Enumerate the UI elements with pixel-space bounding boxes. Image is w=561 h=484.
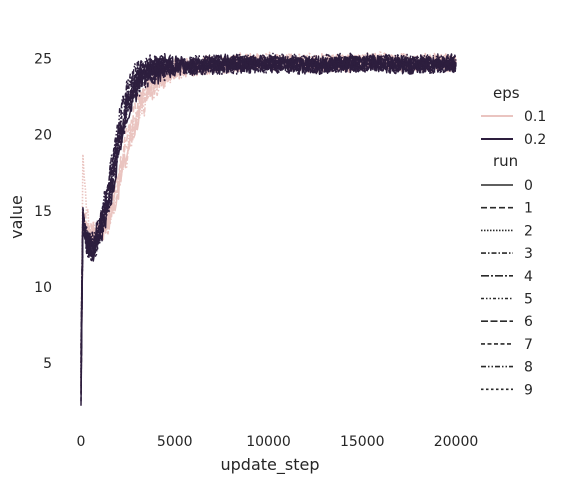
x-tick-label: 10000 <box>246 434 291 450</box>
legend-label-run-7: 7 <box>524 337 533 353</box>
legend-label-run-5: 5 <box>524 292 533 308</box>
legend-label-run-6: 6 <box>524 314 533 330</box>
legend-label-run-9: 9 <box>524 382 533 398</box>
plot-area <box>80 51 457 406</box>
legend-label-eps-0.2: 0.2 <box>524 132 546 148</box>
y-axis-ticks: 5 10 15 20 25 <box>34 51 52 372</box>
x-tick-label: 15000 <box>340 434 385 450</box>
y-axis-label: value <box>7 195 26 239</box>
y-tick-label: 20 <box>34 128 52 144</box>
legend-label-run-8: 8 <box>524 360 533 376</box>
series-line-eps-0.1-run-2 <box>80 51 457 379</box>
series-line-eps-0.2-run-5 <box>80 52 457 371</box>
series-line-eps-0.1-run-3 <box>80 54 457 348</box>
legend-label-run-1: 1 <box>524 201 533 217</box>
legend-label-run-4: 4 <box>524 269 533 285</box>
y-tick-label: 5 <box>43 356 52 372</box>
y-tick-label: 10 <box>34 280 52 296</box>
legend-label-run-0: 0 <box>524 178 533 194</box>
legend-label-run-3: 3 <box>524 246 533 262</box>
x-axis-ticks: 0 5000 10000 15000 20000 <box>77 434 479 450</box>
series-line-eps-0.2-run-1 <box>80 54 457 364</box>
legend-label-run-2: 2 <box>524 223 533 239</box>
x-axis-label: update_step <box>221 455 320 475</box>
series-line-eps-0.2-run-8 <box>80 51 457 356</box>
y-tick-label: 25 <box>34 51 52 67</box>
legend-label-eps-0.1: 0.1 <box>524 109 546 125</box>
x-tick-label: 20000 <box>434 434 479 450</box>
y-tick-label: 15 <box>34 204 52 220</box>
x-tick-label: 0 <box>77 434 86 450</box>
series-line-eps-0.2-run-9 <box>80 56 457 379</box>
x-tick-label: 5000 <box>157 434 193 450</box>
legend-title-eps: eps <box>493 84 520 102</box>
series-line-eps-0.1-run-1 <box>80 52 457 364</box>
series-line-eps-0.2-run-3 <box>80 52 457 348</box>
legend-title-run: run <box>493 152 518 170</box>
